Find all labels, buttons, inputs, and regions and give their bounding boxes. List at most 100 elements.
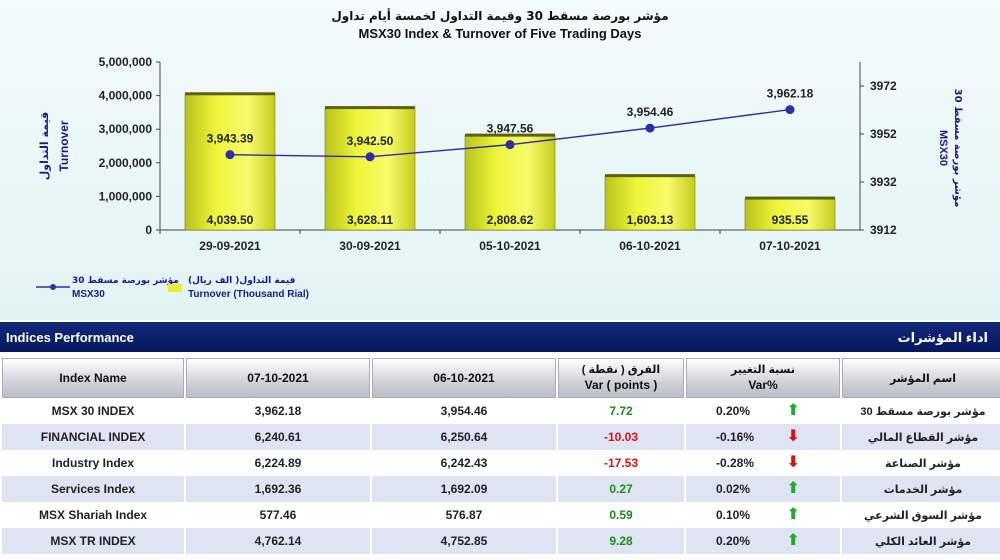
cell-index-name: MSX TR INDEX [2, 528, 184, 554]
left-tick-label: 0 [145, 223, 152, 237]
line-value-label: 3,947.56 [487, 122, 534, 136]
cell-value-date2: 6,242.43 [372, 450, 556, 476]
cell-index-name: Industry Index [2, 450, 184, 476]
var-pct-value: -0.16% [716, 430, 755, 444]
legend-bar-name: Turnover (Thousand Rial) [188, 289, 309, 300]
indices-performance-panel: Indices Performance اداء المؤشرات Index … [0, 322, 1000, 560]
cell-var-points: -17.53 [558, 450, 684, 476]
left-tick-label: 4,000,000 [99, 89, 153, 103]
indices-table: Index Name 07-10-2021 06-10-2021 الفرق (… [0, 358, 1000, 554]
cell-value-date2: 576.87 [372, 502, 556, 528]
line-point [645, 123, 655, 133]
header-var-points-en: Var ( points ) [584, 378, 658, 392]
bar-value-label: 935.55 [772, 213, 809, 227]
legend-line-name-ar: مؤشر بورصة مسقط 30 [72, 276, 179, 286]
header-index-name: Index Name [2, 358, 184, 398]
table-title-bar: Indices Performance اداء المؤشرات [0, 322, 1000, 352]
right-tick-label: 3972 [870, 79, 897, 93]
left-tick-label: 5,000,000 [99, 55, 153, 69]
cell-index-name-ar: مؤشر الخدمات [842, 476, 1000, 502]
cell-var-pct: -0.16% ⬇ [686, 424, 840, 450]
arrow-up-icon: ⬆ [786, 506, 800, 523]
line-value-label: 3,962.18 [767, 87, 814, 101]
line-value-label: 3,954.46 [627, 105, 674, 119]
bar [744, 198, 836, 231]
header-date2: 06-10-2021 [372, 358, 556, 398]
bar [464, 135, 556, 231]
legend: مؤشر بورصة مسقط 30 MSX30 قيمة التداول( ا… [36, 276, 309, 300]
table-row: MSX Shariah Index 577.46 576.87 0.59 0.10% ⬆ م… [2, 502, 1000, 528]
line-value-label: 3,942.50 [347, 134, 394, 148]
cell-value-date1: 4,762.14 [186, 528, 370, 554]
table-title-ar: اداء المؤشرات [897, 330, 988, 345]
cell-index-name-ar: مؤشر السوق الشرعي [842, 502, 1000, 528]
chart-title: MSX30 Index & Turnover of Five Trading D… [359, 26, 642, 41]
x-tick-label: 07-10-2021 [759, 239, 821, 253]
cell-var-points: 0.59 [558, 502, 684, 528]
table-row: MSX TR INDEX 4,762.14 4,752.85 9.28 0.20% ⬆ مؤ… [2, 528, 1000, 554]
table-row: Services Index 1,692.36 1,692.09 0.27 0.02% ⬆… [2, 476, 1000, 502]
cell-index-name: FINANCIAL INDEX [2, 424, 184, 450]
cell-value-date2: 4,752.85 [372, 528, 556, 554]
left-tick-label: 3,000,000 [99, 122, 153, 136]
cell-index-name: MSX 30 INDEX [2, 398, 184, 424]
line-point [225, 150, 235, 160]
var-pct-value: 0.20% [716, 404, 751, 418]
header-var-pct-en: Var% [748, 378, 778, 392]
plot-area: 0 1,000,000 2,000,000 3,000,000 4,000,000 5,0… [99, 55, 897, 253]
right-tick-label: 3932 [870, 175, 897, 189]
bar-value-label: 1,603.13 [627, 213, 674, 227]
right-axis-label-ar: مؤشر بورصة مسقط 30 [952, 89, 963, 208]
cell-index-name-ar: مؤشر القطاع المالي [842, 424, 1000, 450]
cell-index-name-ar: مؤشر الصناعة [842, 450, 1000, 476]
cell-var-points: 9.28 [558, 528, 684, 554]
bar-top-edge [185, 92, 275, 96]
cell-value-date2: 1,692.09 [372, 476, 556, 502]
cell-var-pct: 0.20% ⬆ [686, 528, 840, 554]
cell-value-date1: 3,962.18 [186, 398, 370, 424]
legend-bar-swatch [168, 284, 182, 292]
legend-line-marker [50, 284, 56, 290]
line-point [785, 105, 795, 115]
cell-value-date2: 6,250.64 [372, 424, 556, 450]
header-var-pct-ar: نسبة التغيير [731, 364, 795, 376]
x-tick-label: 29-09-2021 [199, 239, 261, 253]
table-header-row: Index Name 07-10-2021 06-10-2021 الفرق (… [2, 358, 1000, 398]
line-point [505, 140, 515, 150]
bar-top-edge [605, 174, 695, 178]
cell-value-date1: 6,240.61 [186, 424, 370, 450]
header-date1: 07-10-2021 [186, 358, 370, 398]
var-pct-value: 0.20% [716, 534, 751, 548]
bar [604, 175, 696, 231]
cell-index-name-ar: مؤشر العائد الكلي [842, 528, 1000, 554]
cell-value-date1: 577.46 [186, 502, 370, 528]
bar-value-label: 4,039.50 [207, 213, 254, 227]
left-tick-label: 1,000,000 [99, 189, 153, 203]
legend-bar-name-ar: قيمة التداول( الف ريال) [188, 276, 296, 286]
table-row: Industry Index 6,224.89 6,242.43 -17.53 -0.2… [2, 450, 1000, 476]
cell-var-pct: 0.20% ⬆ [686, 398, 840, 424]
table-row: MSX 30 INDEX 3,962.18 3,954.46 7.72 0.20% ⬆ مؤ… [2, 398, 1000, 424]
bar-top-edge [325, 106, 415, 110]
table-title: Indices Performance [6, 330, 134, 345]
cell-var-pct: -0.28% ⬇ [686, 450, 840, 476]
right-axis-label: MSX30 [937, 130, 949, 166]
bar-top-edge [465, 133, 555, 137]
cell-var-pct: 0.10% ⬆ [686, 502, 840, 528]
x-tick-label: 30-09-2021 [339, 239, 401, 253]
arrow-up-icon: ⬆ [786, 402, 800, 419]
cell-value-date1: 6,224.89 [186, 450, 370, 476]
arrow-down-icon: ⬇ [786, 454, 800, 471]
header-var-pct: نسبة التغيير Var% [686, 358, 840, 398]
var-pct-value: 0.10% [716, 508, 751, 522]
var-pct-value: 0.02% [716, 482, 751, 496]
x-tick-label: 06-10-2021 [619, 239, 681, 253]
right-tick-label: 3952 [870, 127, 897, 141]
bar [184, 93, 276, 231]
cell-index-name: MSX Shariah Index [2, 502, 184, 528]
chart-title-ar: مؤشر بورصة مسقط 30 وقيمة التداول لخمسة أ… [331, 8, 668, 24]
arrow-up-icon: ⬆ [786, 532, 800, 549]
x-tick-label: 05-10-2021 [479, 239, 541, 253]
arrow-up-icon: ⬆ [786, 480, 800, 497]
header-var-points: الفرق ( نقطة ) Var ( points ) [558, 358, 684, 398]
